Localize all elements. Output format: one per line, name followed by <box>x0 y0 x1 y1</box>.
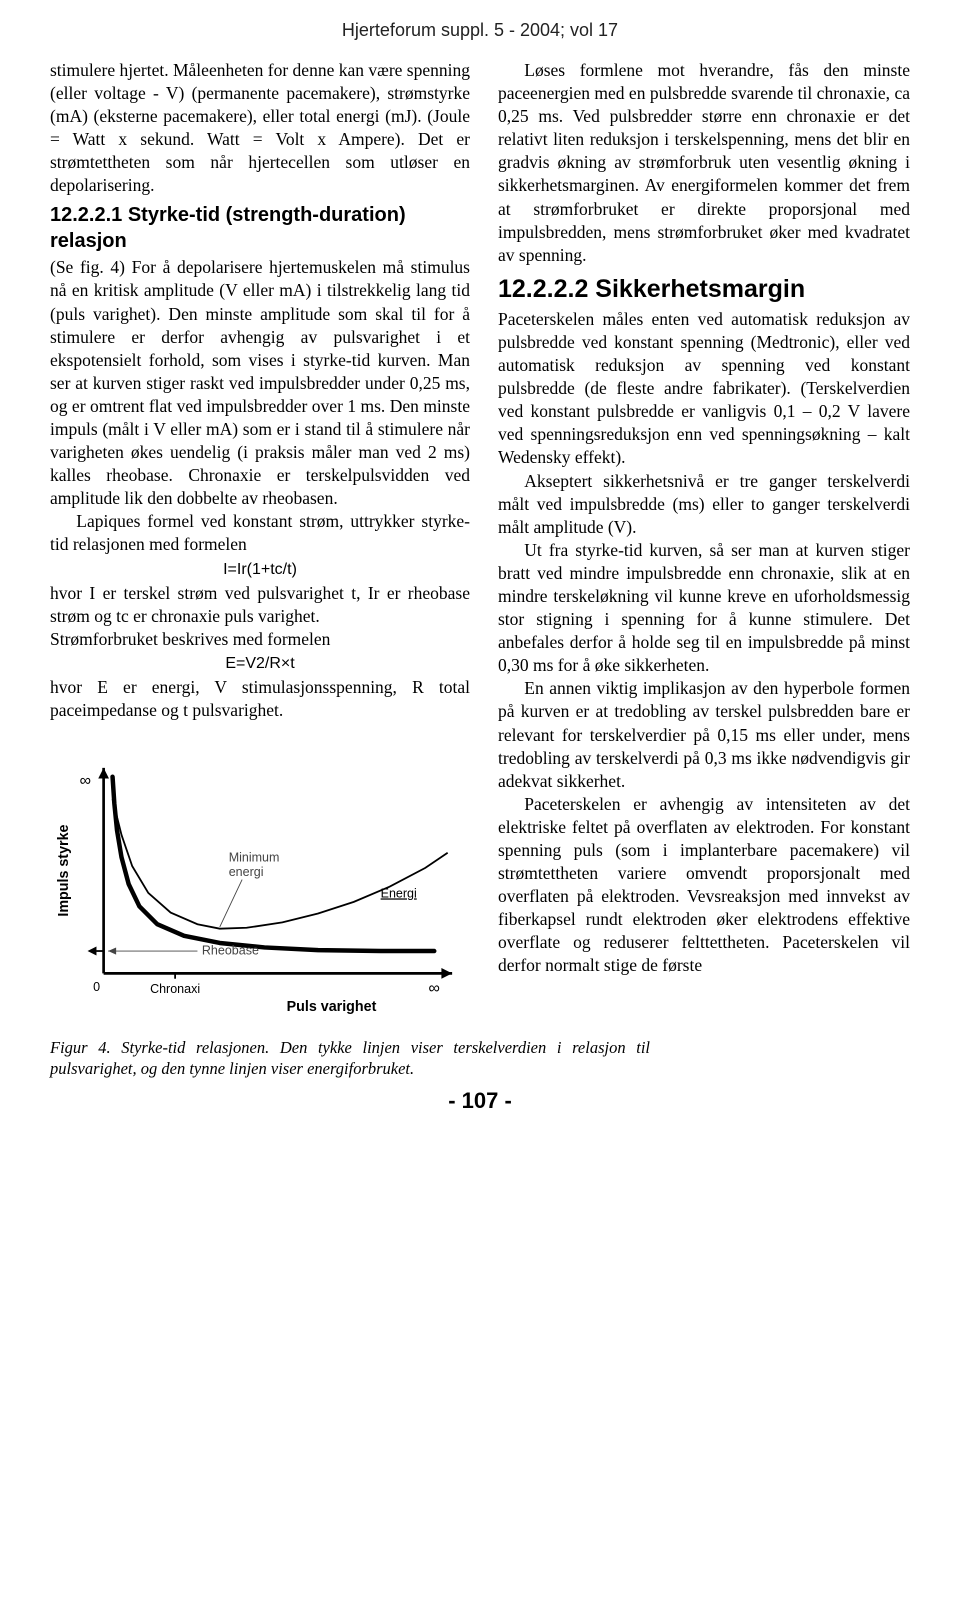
para: (Se fig. 4) For å depolarisere hjertemus… <box>50 256 470 510</box>
svg-text:0: 0 <box>93 980 100 994</box>
formula: I=Ir(1+tc/t) <box>50 559 470 580</box>
svg-text:Energi: Energi <box>381 887 417 901</box>
two-column-layout: stimulere hjertet. Måleenheten for denne… <box>50 59 910 1034</box>
para: Akseptert sikkerhetsnivå er tre ganger t… <box>498 470 910 539</box>
page-number: - 107 - <box>50 1088 910 1114</box>
para: hvor E er energi, V stimulasjonsspenning… <box>50 676 470 722</box>
journal-header: Hjerteforum suppl. 5 - 2004; vol 17 <box>50 20 910 41</box>
formula: E=V2/R×t <box>50 653 470 674</box>
para: Ut fra styrke-tid kurven, så ser man at … <box>498 539 910 678</box>
para: En annen viktig implikasjon av den hyper… <box>498 677 910 792</box>
subsection-heading: 12.2.2.2 Sikkerhetsmargin <box>498 273 910 306</box>
para: hvor I er terskel strøm ved pulsvarighet… <box>50 582 470 628</box>
left-column: stimulere hjertet. Måleenheten for denne… <box>50 59 470 1034</box>
figure-caption: Figur 4. Styrke-tid relasjonen. Den tykk… <box>50 1038 650 1079</box>
svg-text:Impuls styrke: Impuls styrke <box>56 825 72 917</box>
svg-text:∞: ∞ <box>80 772 91 790</box>
svg-text:Chronaxi: Chronaxi <box>150 982 200 996</box>
para: Paceterskelen er avhengig av intensitete… <box>498 793 910 978</box>
svg-text:∞: ∞ <box>429 979 440 997</box>
para: Strømforbruket beskrives med formelen <box>50 628 470 651</box>
subsection-heading: 12.2.2.1 Styrke-tid (strength-duration) … <box>50 202 470 255</box>
strength-duration-chart: Minimumenergi Energi Rheobase 0 Chronaxi ∞ ∞ Im… <box>50 734 470 1034</box>
para: Løses formlene mot hverandre, fås den mi… <box>498 59 910 267</box>
svg-text:Rheobase: Rheobase <box>202 944 259 958</box>
para: Lapiques formel ved konstant strøm, uttr… <box>50 510 470 556</box>
para: stimulere hjertet. Måleenheten for denne… <box>50 59 470 198</box>
svg-text:Minimum: Minimum <box>229 851 280 865</box>
svg-text:Puls varighet: Puls varighet <box>287 999 377 1015</box>
svg-text:energi: energi <box>229 865 264 879</box>
para: Paceterskelen måles enten ved automatisk… <box>498 308 910 470</box>
figure-4: Minimumenergi Energi Rheobase 0 Chronaxi ∞ ∞ Im… <box>50 734 470 1034</box>
right-column: Løses formlene mot hverandre, fås den mi… <box>498 59 910 1034</box>
